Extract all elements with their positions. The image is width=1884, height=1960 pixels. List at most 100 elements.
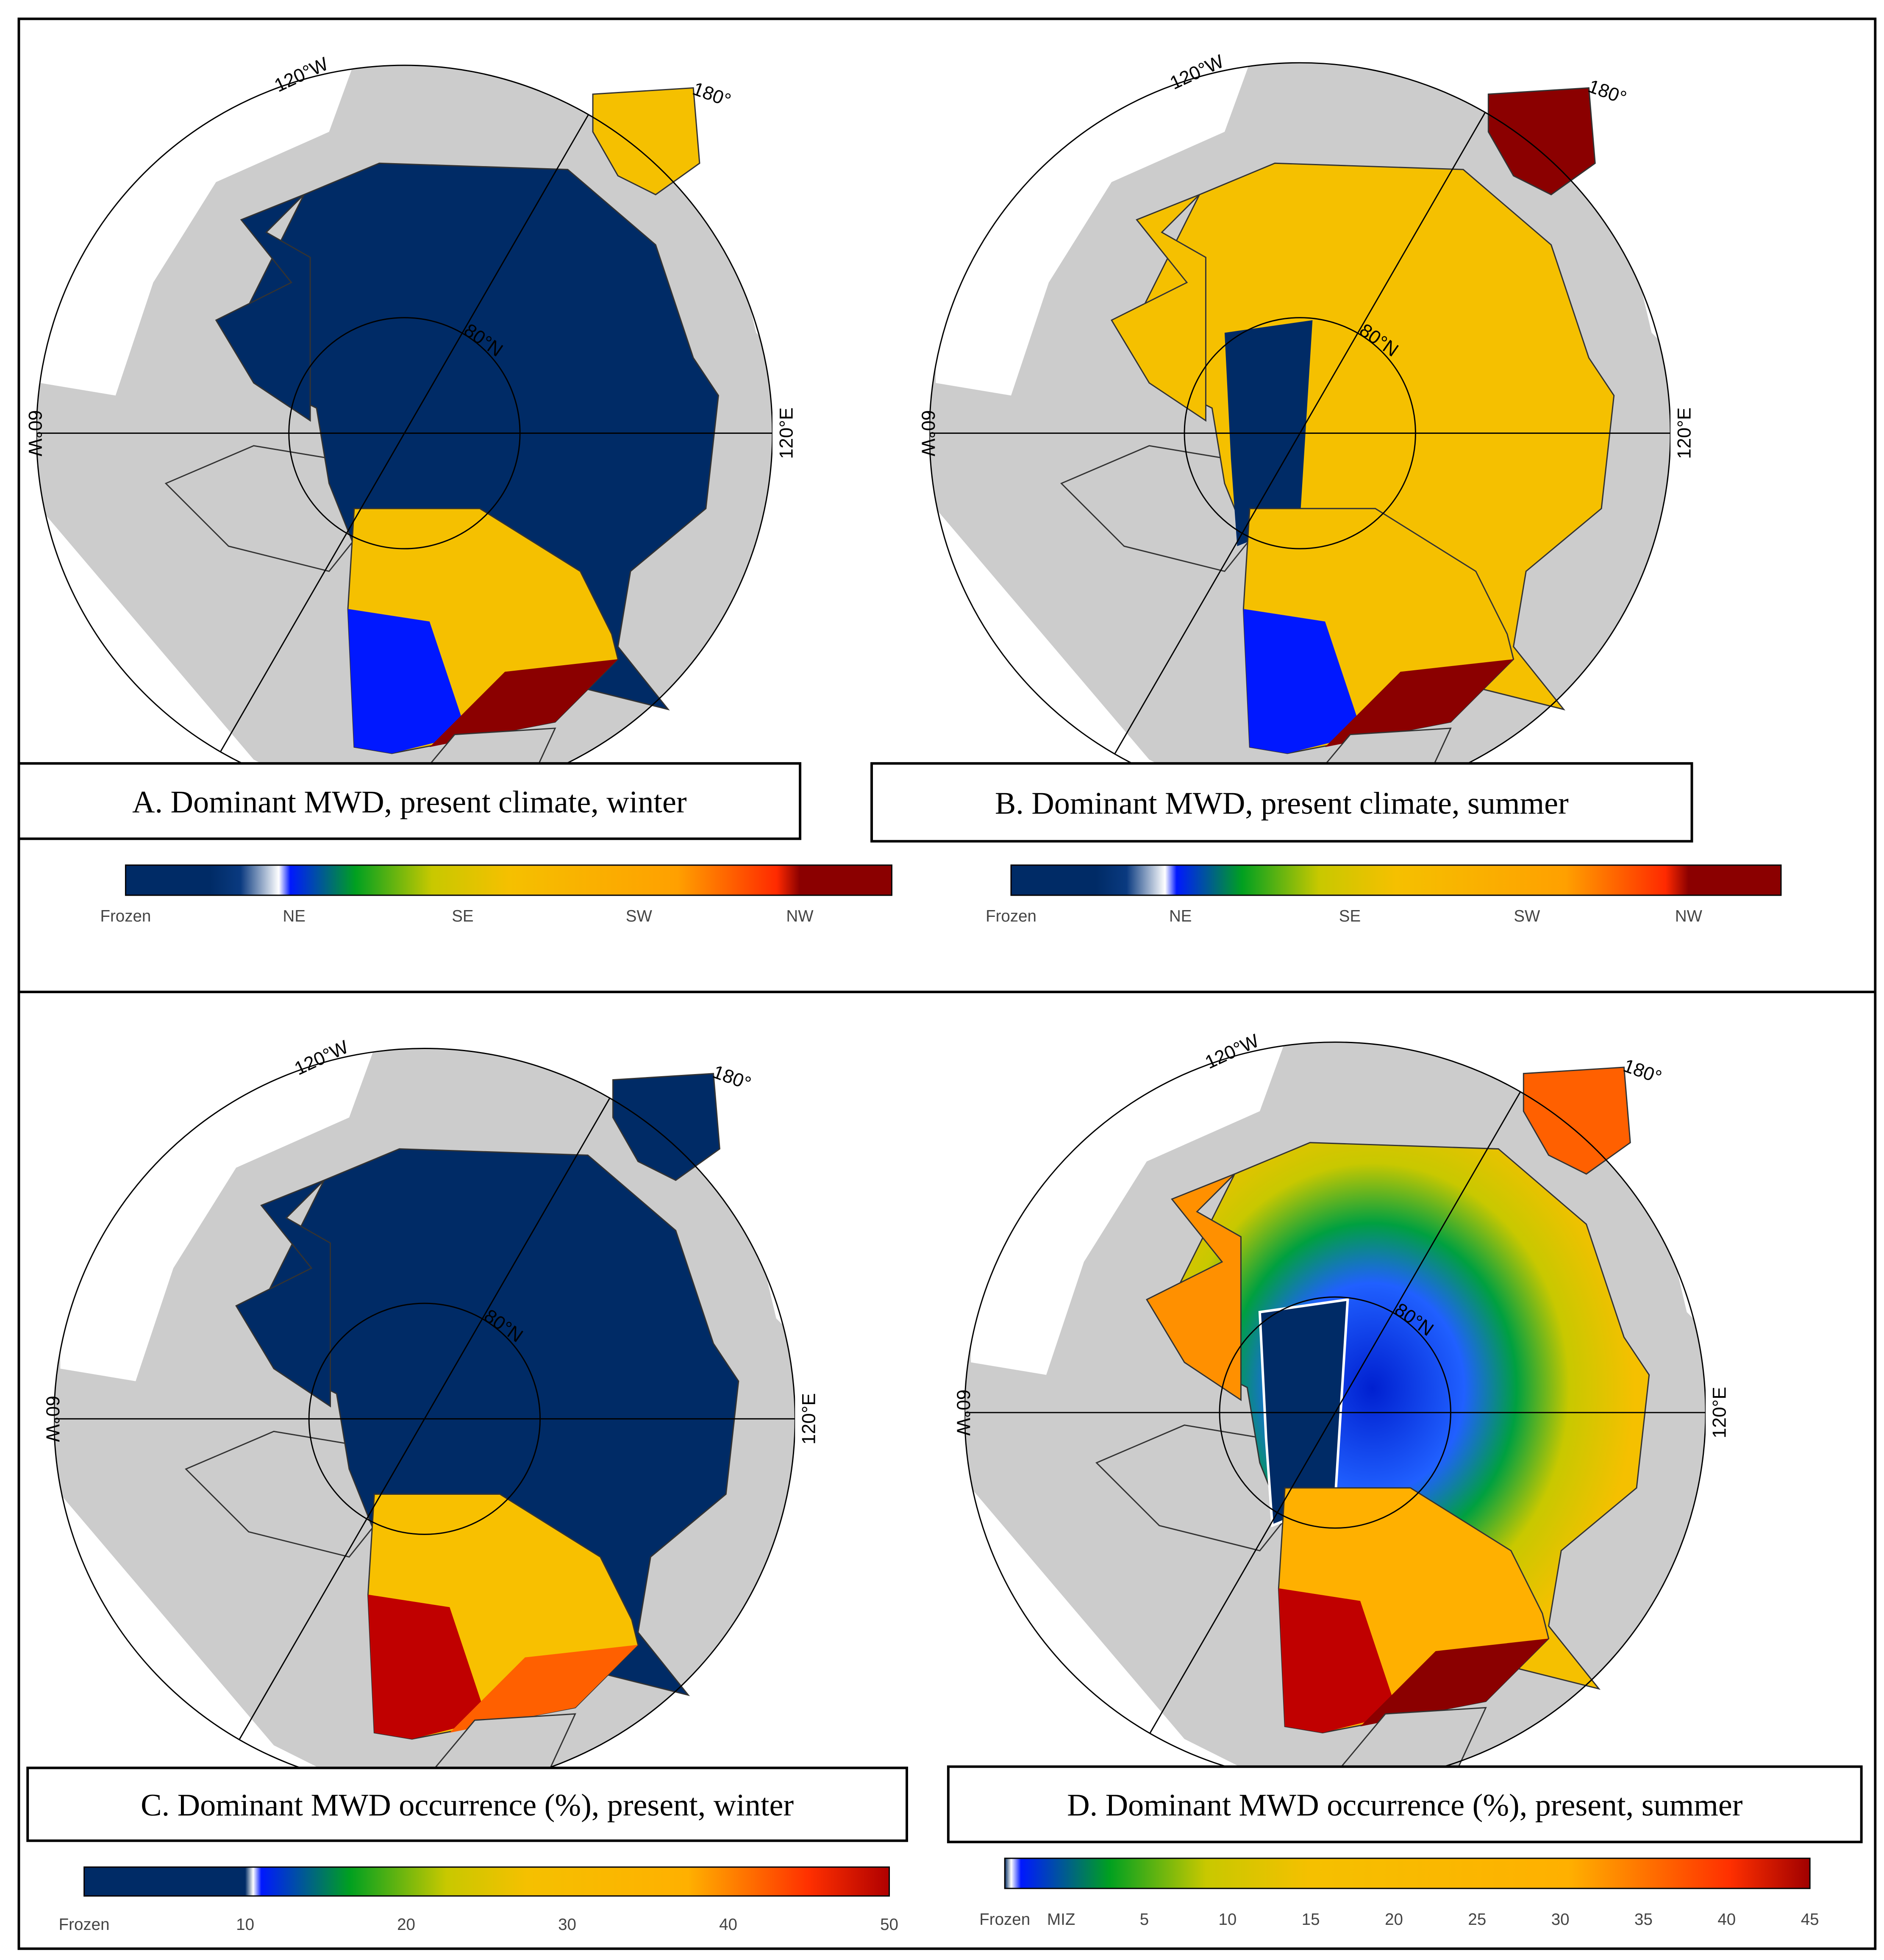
outside-domain	[706, 119, 772, 358]
meridian	[1149, 1091, 1521, 1734]
archipelago-water	[1146, 1173, 1242, 1402]
atlantic-south	[1325, 659, 1514, 747]
outside-domain	[726, 1105, 795, 1344]
colorbar-tick-label: 40	[1717, 1910, 1736, 1929]
outside-domain	[40, 63, 354, 396]
map-edge	[929, 62, 1671, 763]
bering-water	[612, 1073, 720, 1181]
colorbar-tick-label: Frozen	[986, 907, 1036, 925]
colorbar-tick-label: 25	[1468, 1910, 1486, 1929]
meridian	[239, 1097, 611, 1740]
archipelago-water	[215, 194, 311, 422]
colorbar-tick-label: 5	[1140, 1910, 1149, 1929]
map-edge	[36, 64, 772, 763]
atlantic-west	[1278, 1588, 1398, 1733]
outside-domain	[1637, 1099, 1706, 1338]
colorbar-tick-label: NW	[1675, 907, 1703, 925]
colorbar	[83, 1866, 890, 1897]
archipelago-water	[235, 1180, 331, 1408]
outside-domain	[1601, 119, 1671, 358]
archipelago-water	[1111, 194, 1206, 422]
colorbar-tick-label: Frozen	[59, 1916, 110, 1934]
bering-water	[1523, 1066, 1631, 1175]
map-panel: 120°W 180°60°W 120°E80°NC. Dominant MWD oc…	[26, 1036, 908, 1934]
map	[929, 62, 1671, 763]
graticule-label: 60°W	[953, 1389, 974, 1435]
graticule-label: 60°W	[42, 1396, 63, 1442]
atlantic-west	[1243, 609, 1363, 754]
caption: C. Dominant MWD occurrence (%), present,…	[141, 1788, 794, 1823]
graticule-label: 180°	[1620, 1055, 1664, 1088]
graticule-label: 60°W	[918, 410, 939, 456]
map	[54, 1048, 795, 1768]
colorbar-tick-label: NE	[1169, 907, 1192, 925]
colorbar-tick-label: SE	[1339, 907, 1361, 925]
graticule-label: 120°E	[1674, 408, 1695, 459]
meridian	[1114, 112, 1486, 755]
colorbar-tick-label: 30	[1551, 1910, 1570, 1929]
colorbar-tick-label: SE	[452, 907, 473, 925]
colorbar-tick-label: MIZ	[1047, 1910, 1075, 1929]
map-panel: 120°W 180°60°W 120°E80°NB. Dominant MWD, p…	[870, 51, 1782, 925]
map-edge	[54, 1048, 795, 1768]
colorbar-tick-label: SW	[1514, 907, 1540, 925]
outside-domain	[936, 63, 1250, 396]
caption-box	[947, 1765, 1863, 1843]
caption-box	[26, 1766, 908, 1842]
outside-domain	[971, 1488, 1260, 1767]
atlantic-west	[348, 609, 467, 754]
colorbar	[1004, 1857, 1811, 1889]
colorbar-tick-label: Frozen	[979, 1910, 1030, 1929]
colorbar-tick-label: 50	[880, 1916, 898, 1934]
outside-domain	[60, 1048, 375, 1381]
outside-domain	[60, 1494, 349, 1768]
atlantic-south	[429, 659, 618, 747]
colorbar-tick-label: NW	[786, 907, 814, 925]
scandinavia	[1286, 727, 1452, 763]
graticule-label: 180°	[1585, 76, 1629, 108]
map-edge	[964, 1041, 1706, 1767]
colorbar-tick-label: SW	[626, 907, 653, 925]
outside-domain	[936, 508, 1225, 763]
colorbar-tick-label: NE	[283, 907, 306, 925]
caption: B. Dominant MWD, present climate, summer	[995, 786, 1569, 821]
caption: A. Dominant MWD, present climate, winter	[132, 785, 687, 819]
scandinavia	[411, 1713, 576, 1768]
bering-water	[592, 87, 700, 196]
frame	[17, 17, 1877, 1950]
colorbar-tick-label: 20	[1385, 1910, 1403, 1929]
colorbar-tick-label: 30	[558, 1916, 576, 1934]
colorbar-tick-label: 35	[1634, 1910, 1653, 1929]
colorbar	[1010, 864, 1782, 896]
graticule-label: 180°	[690, 78, 734, 111]
caption-box	[870, 762, 1693, 843]
atlantic-south	[450, 1645, 638, 1733]
colorbar	[125, 864, 892, 896]
colorbar-tick-label: 10	[1218, 1910, 1237, 1929]
graticule-label: 120°E	[1709, 1387, 1730, 1438]
bering-water	[1487, 87, 1596, 196]
colorbar-tick-label: 20	[397, 1916, 415, 1934]
colorbar-tick-label: 45	[1801, 1910, 1819, 1929]
scandinavia	[390, 727, 556, 763]
colorbar-tick-label: 40	[719, 1916, 737, 1934]
graticule-label: 60°W	[25, 410, 45, 456]
scandinavia	[1321, 1707, 1487, 1767]
caption: D. Dominant MWD occurrence (%), present,…	[1067, 1788, 1743, 1823]
outside-domain	[40, 508, 329, 763]
map	[964, 1041, 1706, 1767]
colorbar-tick-label: 15	[1302, 1910, 1320, 1929]
colorbar-tick-label: 10	[236, 1916, 254, 1934]
caption-box	[17, 762, 802, 840]
map	[36, 63, 772, 763]
atlantic-west	[368, 1594, 488, 1739]
graticule-label: 180°	[710, 1061, 753, 1094]
meridian	[220, 114, 589, 752]
colorbar-tick-label: Frozen	[100, 907, 151, 925]
map-panel: 120°W 180°60°W 120°E80°NA. Dominant MWD, p…	[17, 53, 892, 925]
graticule-label: 120°E	[776, 408, 797, 459]
atlantic-south	[1360, 1638, 1549, 1727]
map-panel: 120°W 180°60°W 120°E80°ND. Dominant MWD oc…	[947, 1030, 1863, 1929]
graticule-label: 120°E	[799, 1393, 820, 1445]
